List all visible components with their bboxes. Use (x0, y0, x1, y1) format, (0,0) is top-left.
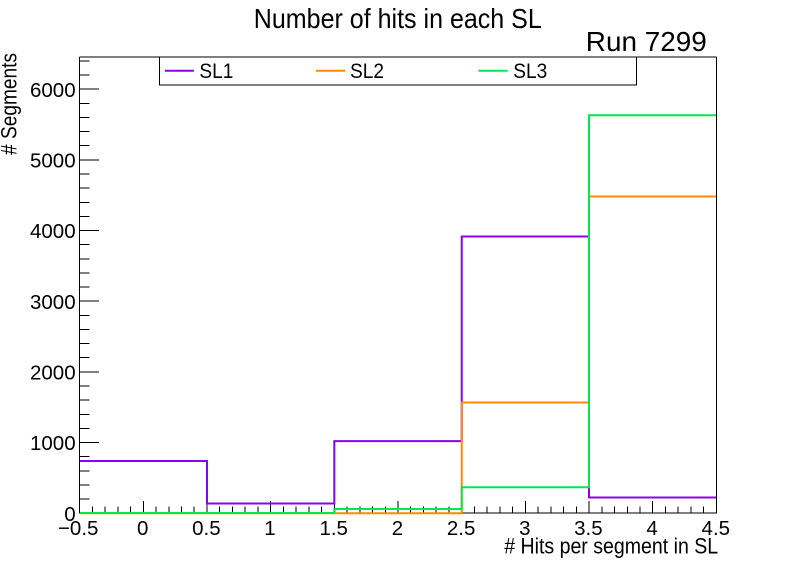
svg-text:2: 2 (392, 517, 403, 540)
svg-text:4.5: 4.5 (702, 517, 731, 540)
svg-text:2000: 2000 (30, 362, 76, 385)
svg-text:# Hits per segment in SL: # Hits per segment in SL (504, 534, 718, 559)
svg-text:0: 0 (64, 503, 75, 526)
svg-text:3000: 3000 (30, 291, 76, 314)
svg-text:1.5: 1.5 (319, 517, 348, 540)
svg-text:# Segments: # Segments (0, 53, 22, 155)
svg-text:4000: 4000 (30, 220, 76, 243)
svg-text:4: 4 (646, 517, 657, 540)
svg-text:SL3: SL3 (513, 60, 547, 83)
svg-text:5000: 5000 (30, 150, 76, 173)
svg-text:0.5: 0.5 (192, 517, 221, 540)
svg-text:0: 0 (137, 517, 148, 540)
svg-text:2.5: 2.5 (447, 517, 476, 540)
svg-text:1: 1 (264, 517, 275, 540)
svg-text:3.5: 3.5 (574, 517, 603, 540)
svg-text:3: 3 (519, 517, 530, 540)
svg-text:SL2: SL2 (350, 60, 384, 83)
svg-text:−0.5: −0.5 (58, 517, 98, 540)
svg-text:1000: 1000 (30, 432, 76, 455)
svg-text:SL1: SL1 (199, 60, 233, 83)
svg-text:Number of hits in each SL: Number of hits in each SL (254, 3, 542, 34)
svg-text:6000: 6000 (30, 79, 76, 102)
svg-text:Run 7299: Run 7299 (586, 26, 707, 57)
